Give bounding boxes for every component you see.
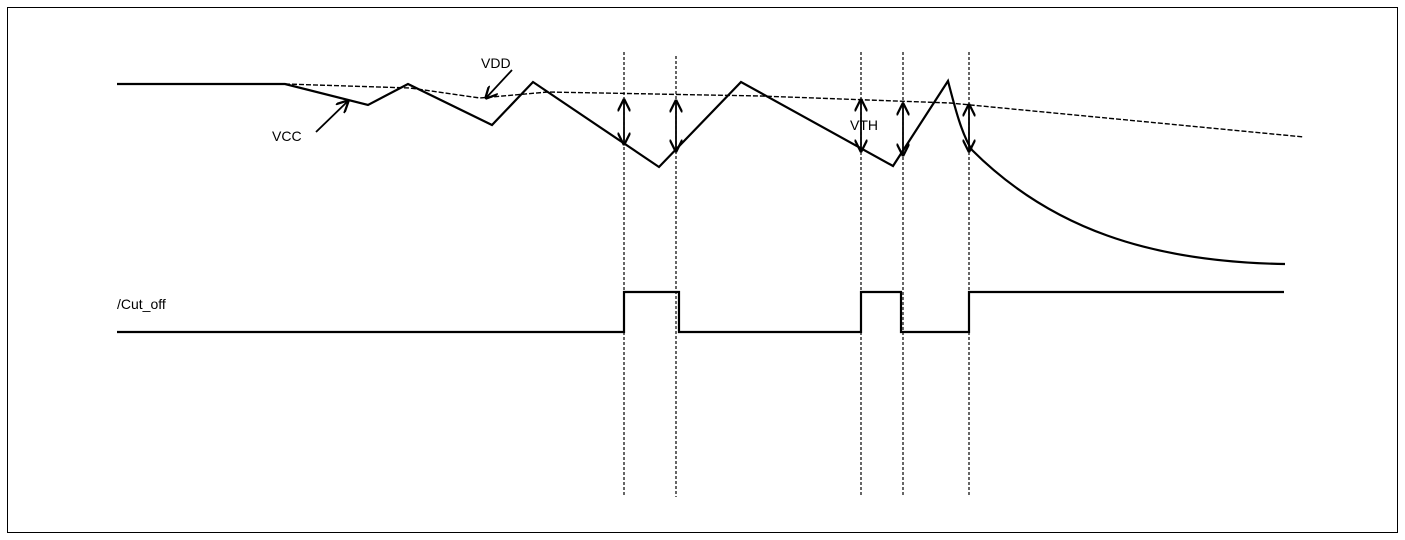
vth-arrows [624,100,969,155]
vth-label: VTH [850,117,878,133]
timing-guides [623,52,970,497]
vcc-label: VCC [272,128,302,144]
vdd-pointer-arrow [486,69,513,98]
diagram-frame [7,7,1398,533]
vcc-waveform [117,78,1286,266]
vdd-waveform [284,83,1305,138]
cut-off-waveform [117,290,1284,334]
cut-off-label: /Cut_off [117,296,166,312]
vdd-label: VDD [481,55,511,71]
vcc-pointer-arrow [315,101,348,133]
